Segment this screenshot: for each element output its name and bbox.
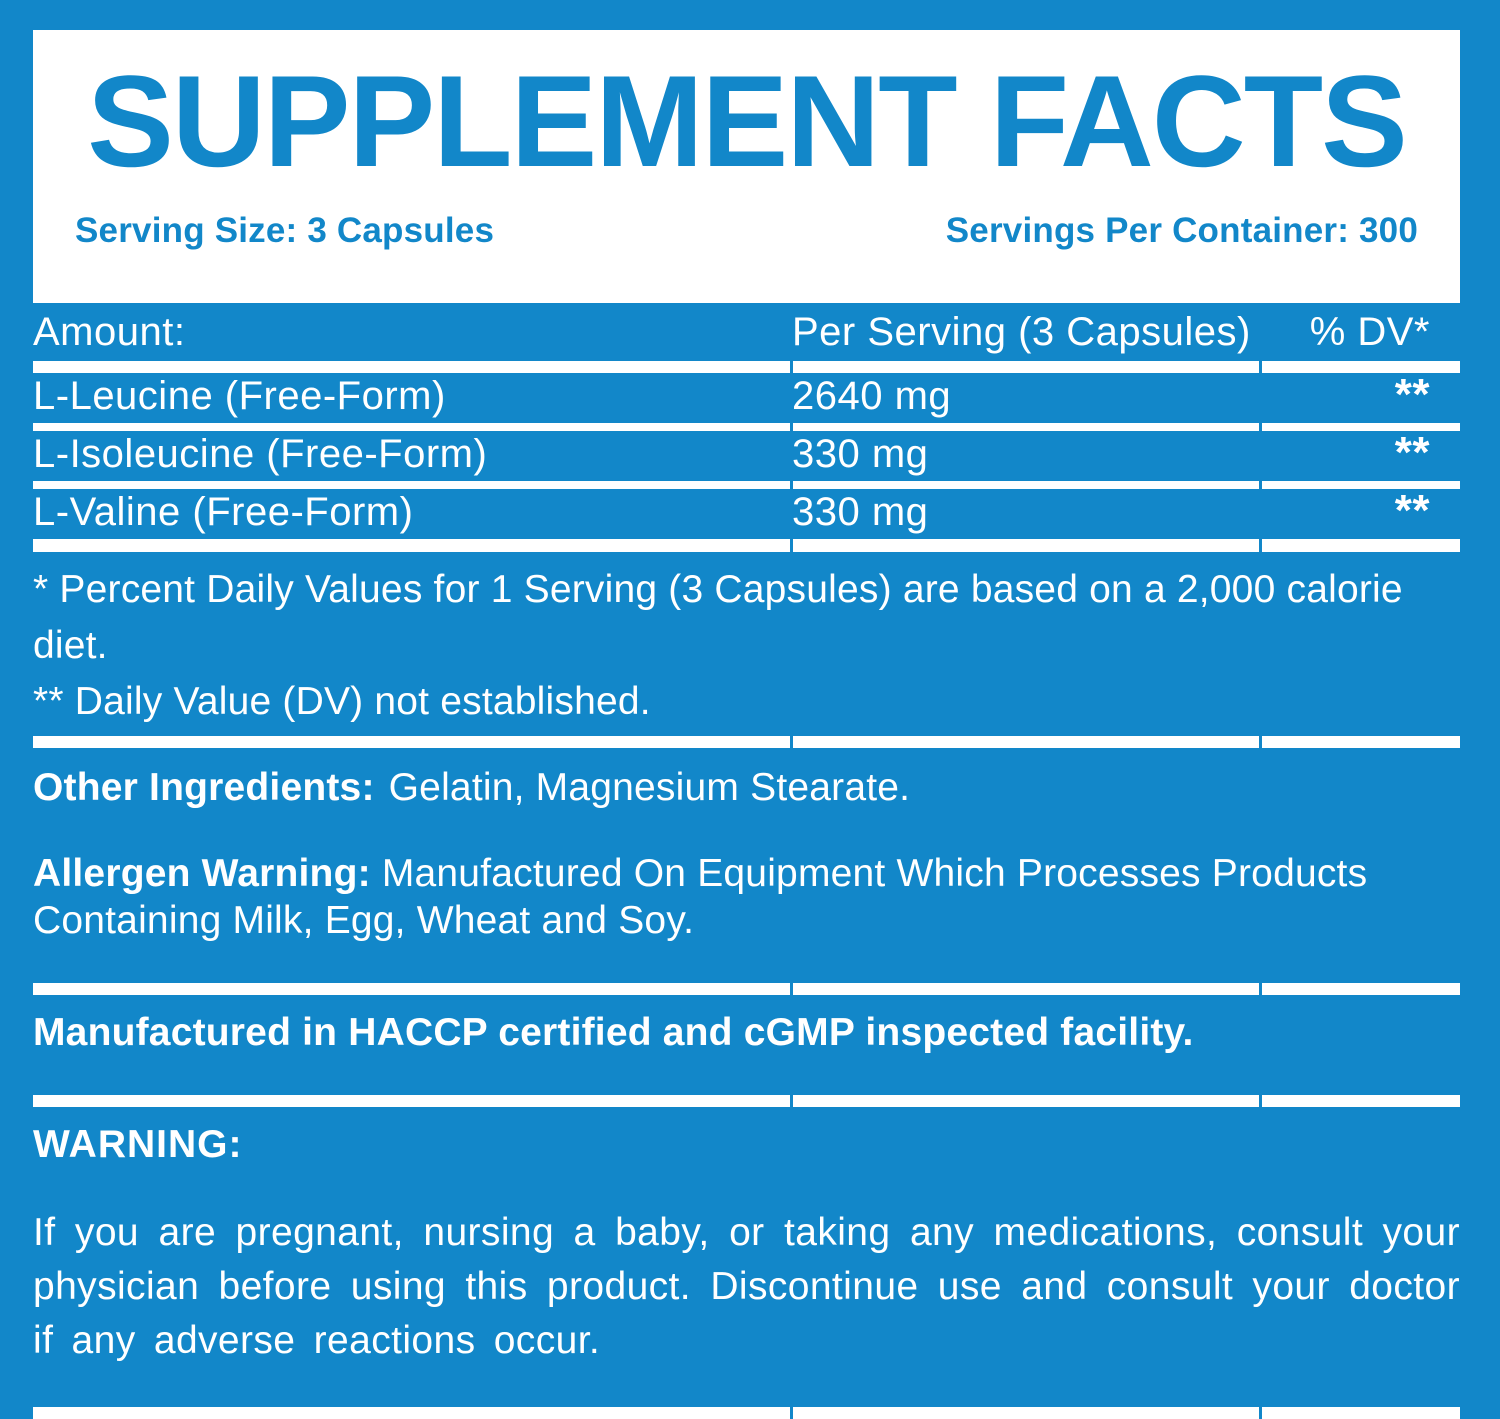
separator [33,1407,1460,1419]
ingredient-dv: ** [1394,486,1430,535]
serving-size: Serving Size: 3 Capsules [75,211,495,251]
table-row: L-Leucine (Free-Form) 2640 mg ** [33,373,1460,423]
separator [33,1095,1460,1107]
allergen-warning-label: Allergen Warning: [33,852,371,895]
ingredient-amount: 330 mg [792,432,929,476]
allergen-warning: Allergen Warning: Manufactured On Equipm… [33,850,1460,944]
serving-info-row: Serving Size: 3 Capsules Servings Per Co… [75,211,1418,251]
separator [33,361,1460,373]
separator [33,423,1460,431]
page-title: SUPPLEMENT FACTS [87,48,1408,194]
ingredient-dv: ** [1394,370,1430,419]
ingredient-amount: 2640 mg [792,374,952,418]
servings-per-container: Servings Per Container: 300 [945,211,1418,251]
footnotes: * Percent Daily Values for 1 Serving (3 … [33,562,1460,730]
percent-dv-footnote: * Percent Daily Values for 1 Serving (3 … [33,568,1403,667]
ingredient-amount: 330 mg [792,490,929,534]
separator [33,481,1460,489]
header-panel: SUPPLEMENT FACTS Serving Size: 3 Capsule… [33,30,1460,303]
manufacturing-note: Manufactured in HACCP certified and cGMP… [33,1011,1194,1054]
separator [33,983,1460,995]
separator [33,736,1460,748]
other-ingredients-value: Gelatin, Magnesium Stearate. [388,766,911,809]
separator [33,539,1460,552]
warning-label: WARNING: [33,1123,243,1166]
other-ingredients: Other Ingredients: Gelatin, Magnesium Ste… [33,764,1460,811]
supplement-facts-label: SUPPLEMENT FACTS Serving Size: 3 Capsule… [33,0,1460,1419]
other-ingredients-label: Other Ingredients: [33,766,375,809]
ingredient-dv: ** [1394,428,1430,477]
table-row: L-Valine (Free-Form) 330 mg ** [33,489,1460,539]
column-per-serving: Per Serving (3 Capsules) [792,310,1251,354]
dv-not-established-footnote: ** Daily Value (DV) not established. [33,680,651,723]
table-row: L-Isoleucine (Free-Form) 330 mg ** [33,431,1460,481]
table-header-row: Amount: Per Serving (3 Capsules) % DV* [33,309,1460,355]
ingredient-name: L-Valine (Free-Form) [33,490,414,534]
ingredient-name: L-Isoleucine (Free-Form) [33,432,488,476]
ingredient-name: L-Leucine (Free-Form) [33,374,446,418]
column-amount: Amount: [33,310,186,354]
warning-text: If you are pregnant, nursing a baby, or … [33,1211,1460,1362]
column-percent-dv: % DV* [1309,310,1430,354]
allergen-warning-value: Manufactured On Equipment Which Processe… [33,852,1368,942]
